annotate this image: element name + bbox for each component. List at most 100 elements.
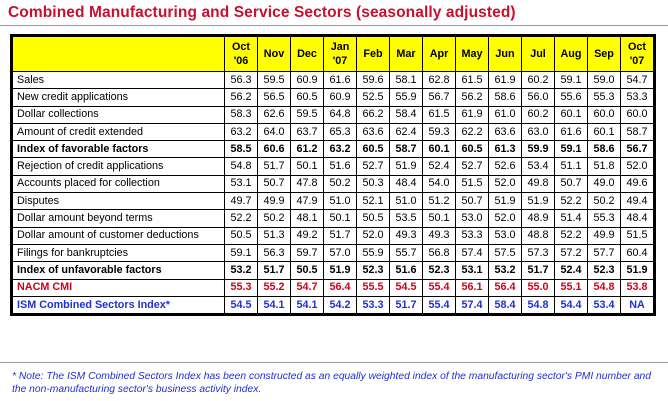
- table-cell: 50.1: [323, 209, 357, 228]
- table-cell: 53.3: [356, 295, 390, 315]
- table-cell: 54.8: [587, 278, 621, 297]
- table-cell: 63.2: [224, 122, 258, 142]
- table-cell: 51.1: [554, 157, 588, 176]
- table-cell: 53.5: [389, 209, 423, 228]
- table-cell: 54.2: [323, 295, 357, 315]
- bottom-divider: [0, 362, 668, 363]
- table-cell: 56.1: [455, 278, 489, 297]
- table-cell: 50.2: [323, 174, 357, 194]
- table-cell: 60.6: [257, 140, 291, 159]
- table-cell: 51.0: [323, 192, 357, 211]
- table-cell: 56.7: [422, 88, 456, 107]
- table-cell: 51.5: [455, 174, 489, 194]
- header-month-name: Jan: [330, 41, 350, 53]
- table-row: Accounts placed for collection 53.1 50.7 47…: [12, 174, 654, 194]
- table-cell: 52.3: [587, 261, 621, 280]
- table-cell: 61.3: [488, 140, 522, 159]
- header-month-name: Oct: [628, 41, 646, 53]
- row-label: Rejection of credit applications: [12, 157, 225, 176]
- table-cell: 53.8: [620, 278, 654, 297]
- table-cell: 54.8: [521, 295, 555, 315]
- table-row: NACM CMI 55.3 55.2 54.7 56.4 55.5 54.5 55.4 56.1…: [12, 278, 654, 297]
- table-cell: 51.9: [488, 192, 522, 211]
- data-table: Oct '06 Nov Dec Jan '07 Feb Mar Apr May Jun Jul Aug S…: [12, 36, 654, 315]
- table-cell: 51.9: [620, 261, 654, 280]
- table-cell: 60.9: [290, 70, 324, 90]
- table-cell: 62.4: [389, 122, 423, 142]
- table-cell: 54.5: [224, 295, 258, 315]
- table-cell: 55.1: [554, 278, 588, 297]
- table-cell: 51.7: [521, 261, 555, 280]
- table-cell: 60.0: [587, 105, 621, 124]
- row-label: NACM CMI: [12, 278, 225, 297]
- table-cell: 59.1: [224, 243, 258, 263]
- table-cell: 58.4: [389, 105, 423, 124]
- table-cell: 55.3: [224, 278, 258, 297]
- table-cell: 49.9: [587, 226, 621, 245]
- table-cell: 54.0: [422, 174, 456, 194]
- table-cell: 50.1: [290, 157, 324, 176]
- table-cell: 50.7: [455, 192, 489, 211]
- table-cell: 65.3: [323, 122, 357, 142]
- table-cell: 61.6: [323, 70, 357, 90]
- table-cell: 53.3: [620, 88, 654, 107]
- table-cell: 55.9: [356, 243, 390, 263]
- table-cell: 52.2: [554, 226, 588, 245]
- table-cell: 54.7: [290, 278, 324, 297]
- table-cell: 53.4: [587, 295, 621, 315]
- table-cell: 52.0: [488, 174, 522, 194]
- header-month-name: Feb: [363, 48, 383, 60]
- data-table-container: Oct '06 Nov Dec Jan '07 Feb Mar Apr May Jun Jul Aug S…: [10, 34, 656, 317]
- table-cell: 51.9: [323, 261, 357, 280]
- table-cell: 63.6: [488, 122, 522, 142]
- row-label: Filings for bankruptcies: [12, 243, 225, 263]
- table-cell: 55.3: [587, 209, 621, 228]
- table-cell: 56.2: [455, 88, 489, 107]
- table-cell: 55.2: [257, 278, 291, 297]
- table-cell: 47.9: [290, 192, 324, 211]
- header-month-5: Mar: [389, 36, 423, 72]
- table-cell: 58.6: [587, 140, 621, 159]
- table-row: Dollar collections 58.3 62.6 59.5 64.8 66.2 58…: [12, 105, 654, 124]
- table-row: Index of unfavorable factors 53.2 51.7 50.5…: [12, 261, 654, 280]
- table-cell: 49.4: [620, 192, 654, 211]
- table-cell: 53.0: [455, 209, 489, 228]
- table-cell: 51.7: [257, 261, 291, 280]
- table-cell: 51.6: [389, 261, 423, 280]
- table-cell: 53.4: [521, 157, 555, 176]
- table-cell: 55.9: [389, 88, 423, 107]
- row-label: Dollar amount of customer deductions: [12, 226, 225, 245]
- table-cell: 62.6: [257, 105, 291, 124]
- table-cell: 60.1: [422, 140, 456, 159]
- table-cell: 52.2: [554, 192, 588, 211]
- table-cell: 63.7: [290, 122, 324, 142]
- table-row: Rejection of credit applications 54.8 51.7…: [12, 157, 654, 176]
- header-month-4: Feb: [356, 36, 390, 72]
- table-cell: 52.6: [488, 157, 522, 176]
- table-cell: 56.3: [224, 70, 258, 90]
- table-cell: 57.4: [455, 243, 489, 263]
- table-cell: 56.7: [620, 140, 654, 159]
- table-cell: 50.7: [554, 174, 588, 194]
- table-cell: 48.8: [521, 226, 555, 245]
- table-row: New credit applications 56.2 56.5 60.5 60.9 5…: [12, 88, 654, 107]
- table-cell: 49.0: [587, 174, 621, 194]
- header-month-8: Jun: [488, 36, 522, 72]
- table-cell: 52.7: [455, 157, 489, 176]
- table-cell: 49.3: [389, 226, 423, 245]
- table-cell: 53.0: [488, 226, 522, 245]
- table-cell: 48.9: [521, 209, 555, 228]
- table-cell: 60.5: [356, 140, 390, 159]
- table-cell: 58.7: [389, 140, 423, 159]
- table-cell: 54.4: [554, 295, 588, 315]
- table-cell: 60.0: [620, 105, 654, 124]
- table-cell: 52.4: [554, 261, 588, 280]
- header-month-name: Mar: [396, 48, 416, 60]
- table-cell: 60.4: [620, 243, 654, 263]
- table-cell: 64.8: [323, 105, 357, 124]
- table-cell: 54.7: [620, 70, 654, 90]
- table-cell: 56.2: [224, 88, 258, 107]
- header-month-0: Oct '06: [224, 36, 258, 72]
- table-cell: 51.9: [521, 192, 555, 211]
- table-row: ISM Combined Sectors Index* 54.5 54.1 54.1 5…: [12, 295, 654, 315]
